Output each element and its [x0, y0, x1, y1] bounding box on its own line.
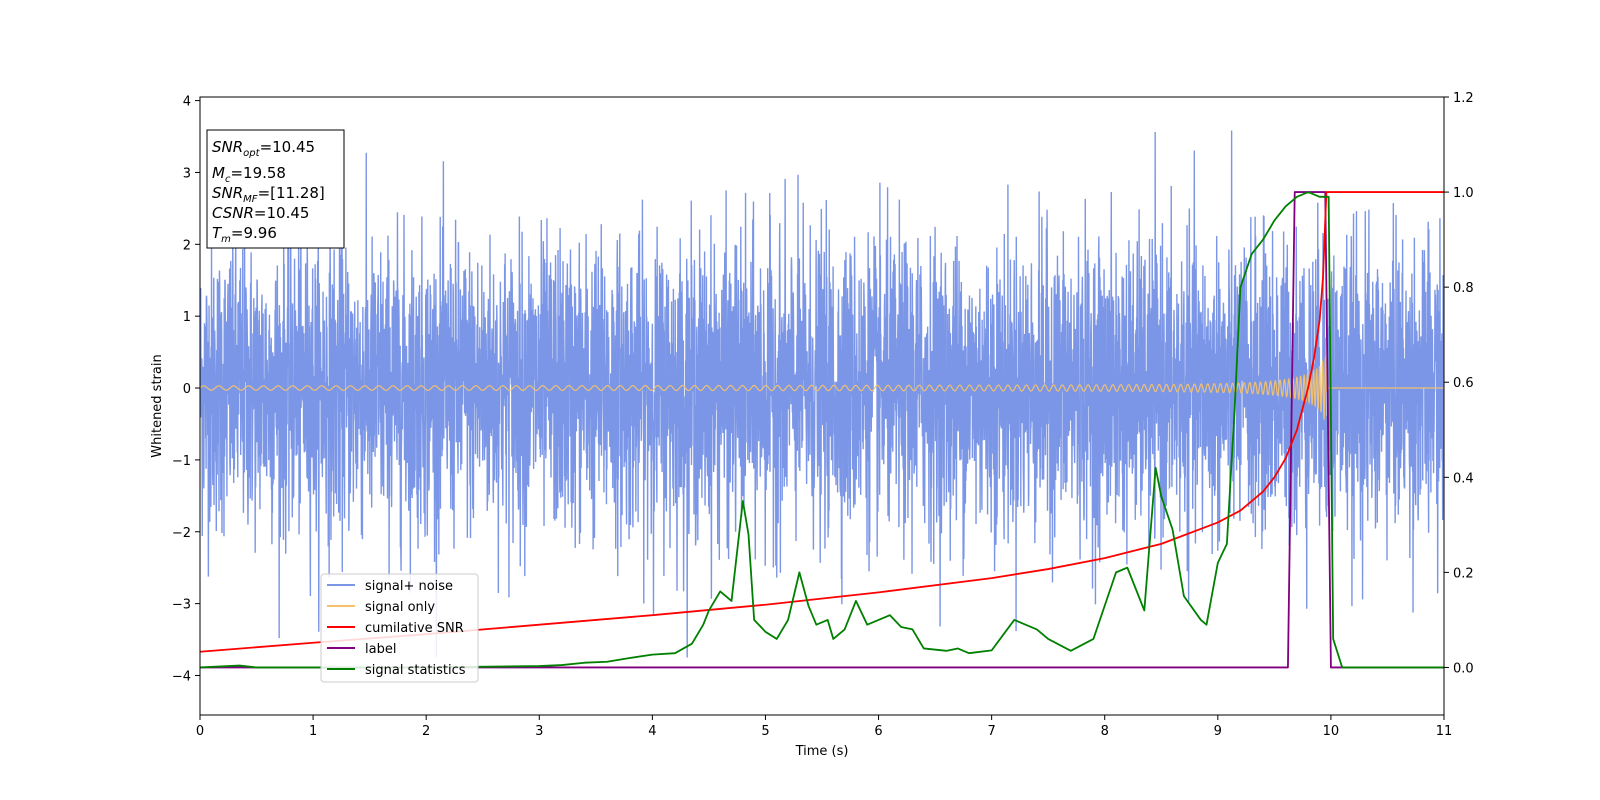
- legend-entry-label: label: [327, 642, 396, 657]
- legend-label-label: label: [365, 642, 396, 657]
- legend-frame: [320, 573, 479, 683]
- x-tick-label-8: 8: [1101, 724, 1109, 739]
- legend-label-signal-only: signal only: [365, 600, 435, 615]
- y-tick-label-3: −1: [172, 454, 191, 469]
- x-tick-label-4: 4: [648, 724, 656, 739]
- legend-entry-signal-noise: signal+ noise: [327, 579, 453, 594]
- x-tick-label-11: 11: [1436, 724, 1453, 739]
- y-right-tick-label-3: 0.6: [1453, 376, 1474, 391]
- legend-entry-signal-only: signal only: [327, 600, 435, 615]
- y-axis-right-ticks: 0.0 0.2 0.4 0.6 0.8 1.0 1.2: [1444, 91, 1474, 676]
- y-tick-label-2: −2: [172, 526, 191, 541]
- x-tick-label-5: 5: [761, 724, 769, 739]
- annotation-line-tm: Tm=9.96: [212, 224, 277, 245]
- annotation-box-frame: [206, 129, 345, 249]
- y-axis-left-ticks: −4 −3 −2 −1 0 1 2 3 4: [172, 95, 200, 684]
- x-tick-label-10: 10: [1323, 724, 1340, 739]
- plot-series-layer: [200, 130, 1444, 669]
- y-tick-label-5: 1: [183, 310, 191, 325]
- legend-entry-signal-statistics: signal statistics: [327, 663, 466, 678]
- y-right-tick-label-1: 0.2: [1453, 566, 1474, 581]
- y-tick-label-0: −4: [172, 669, 191, 684]
- legend-label-cumulative-snr: cumilative SNR: [365, 621, 464, 636]
- chart-legend: signal+ noise signal only cumilative SNR…: [320, 573, 479, 683]
- x-tick-label-9: 9: [1214, 724, 1222, 739]
- annotation-line-snr-opt: SNRopt=10.45: [212, 138, 315, 159]
- x-tick-label-7: 7: [987, 724, 995, 739]
- series-line-signal-statistics: [200, 191, 1444, 669]
- series-line-signal-noise: [200, 130, 1444, 658]
- y-tick-label-7: 3: [183, 166, 191, 181]
- x-axis-ticks: 0 1 2 3 4 5 6 7 8 9 10 11: [196, 715, 1452, 739]
- legend-label-signal-statistics: signal statistics: [365, 663, 466, 678]
- x-axis-label: Time (s): [795, 744, 849, 759]
- x-tick-label-0: 0: [196, 724, 204, 739]
- x-tick-label-2: 2: [422, 724, 430, 739]
- annotation-line-snr-mf: SNRMF=[11.28]: [212, 184, 325, 205]
- x-tick-label-6: 6: [874, 724, 882, 739]
- legend-entry-cumulative-snr: cumilative SNR: [327, 621, 464, 636]
- y-right-tick-label-6: 1.2: [1453, 91, 1474, 106]
- annotation-line-mc: Mc=19.58: [212, 164, 286, 185]
- series-line-signal-only: [200, 356, 1444, 421]
- annotation-line-csnr: CSNR=10.45: [212, 204, 309, 222]
- y-axis-label: Whitened strain: [150, 354, 165, 457]
- annotation-box: SNRopt=10.45 Mc=19.58 SNRMF=[11.28] CSNR…: [206, 129, 345, 249]
- plot-area-frame: [199, 96, 1445, 716]
- y-right-tick-label-5: 1.0: [1453, 186, 1474, 201]
- x-tick-label-3: 3: [535, 724, 543, 739]
- y-right-tick-label-4: 0.8: [1453, 281, 1474, 296]
- y-right-tick-label-0: 0.0: [1453, 661, 1474, 676]
- x-tick-label-1: 1: [309, 724, 317, 739]
- y-tick-label-8: 4: [183, 95, 191, 110]
- y-right-tick-label-2: 0.4: [1453, 471, 1474, 486]
- y-tick-label-1: −3: [172, 598, 191, 613]
- y-tick-label-6: 2: [183, 238, 191, 253]
- legend-label-signal-noise: signal+ noise: [365, 579, 453, 594]
- y-tick-label-4: 0: [183, 382, 191, 397]
